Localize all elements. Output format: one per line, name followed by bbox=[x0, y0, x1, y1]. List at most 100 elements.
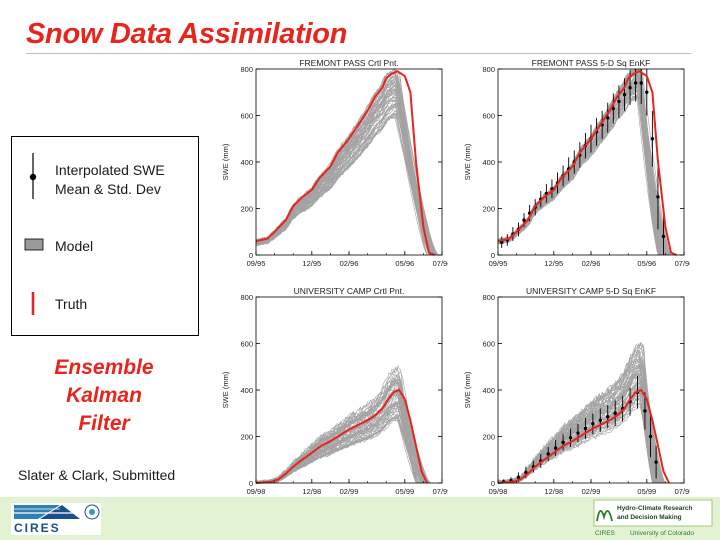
chart-title: UNIVERSITY CAMP Crtl Pnt. bbox=[294, 286, 405, 296]
ensemble-member bbox=[255, 374, 429, 484]
model-legend-swatch bbox=[24, 238, 44, 251]
chart-title: FREMONT PASS 5-D Sq EnKF bbox=[532, 58, 651, 68]
y-axis-label: SWE (mm) bbox=[221, 371, 230, 408]
y-tick-label: 200 bbox=[482, 433, 495, 442]
obs-mean-point bbox=[568, 435, 573, 440]
x-tick-label: 07/96 bbox=[433, 259, 448, 268]
y-tick-label: 600 bbox=[240, 112, 253, 121]
y-tick-label: 400 bbox=[240, 386, 253, 395]
ensemble-member bbox=[255, 110, 435, 256]
obs-mean-point bbox=[522, 218, 526, 222]
footer-bar: CIRES Hydro-Climate Research and Decisio… bbox=[0, 497, 720, 540]
method-label: Ensemble Kalman Filter bbox=[36, 354, 172, 438]
obs-mean-point bbox=[648, 434, 653, 439]
x-tick-label: 12/98 bbox=[544, 487, 563, 496]
legend-truth-label: Truth bbox=[55, 296, 88, 312]
x-tick-label: 02/96 bbox=[340, 259, 359, 268]
chart-fremont-enkf: FREMONT PASS 5-D Sq EnKF SWE (mm) 0 200 400 6… bbox=[463, 58, 690, 268]
obs-mean-point bbox=[617, 99, 621, 104]
chart-university-enkf: UNIVERSITY CAMP 5-D Sq EnKF SWE (mm) 0 200 4… bbox=[463, 286, 690, 496]
obs-mean-point bbox=[606, 116, 610, 120]
y-axis-label: SWE (mm) bbox=[463, 371, 472, 408]
truth-line bbox=[497, 388, 671, 484]
ensemble-member bbox=[255, 75, 430, 256]
ensemble-member bbox=[255, 87, 432, 256]
obs-mean-point bbox=[656, 195, 660, 199]
obs-mean-point bbox=[598, 418, 602, 422]
chart-university-control: UNIVERSITY CAMP Crtl Pnt. SWE (mm) 0 200 400… bbox=[221, 286, 448, 496]
x-tick-label: 02/99 bbox=[582, 487, 601, 496]
x-tick-label: 05/99 bbox=[395, 487, 414, 496]
obs-mean-point bbox=[553, 446, 558, 450]
x-tick-label: 12/95 bbox=[544, 259, 563, 268]
y-tick-label: 800 bbox=[240, 293, 253, 302]
x-tick-label: 05/96 bbox=[395, 259, 414, 268]
obs-mean-point bbox=[633, 81, 638, 85]
y-tick-label: 400 bbox=[482, 386, 495, 395]
ensemble-member bbox=[255, 110, 437, 256]
x-tick-label: 07/96 bbox=[675, 259, 690, 268]
ensemble-members bbox=[497, 341, 666, 484]
x-tick-label: 12/95 bbox=[302, 259, 321, 268]
ensemble-member bbox=[497, 349, 663, 484]
obs-mean-point bbox=[643, 409, 647, 413]
cires-logo-text: CIRES bbox=[14, 521, 61, 535]
ensemble-member bbox=[497, 93, 660, 256]
y-tick-label: 0 bbox=[249, 479, 253, 488]
x-tick-label: 02/99 bbox=[340, 487, 359, 496]
y-tick-label: 200 bbox=[482, 205, 495, 214]
legend-obs-label-2: Mean & Std. Dev bbox=[55, 181, 161, 197]
obs-mean-point bbox=[650, 137, 655, 141]
y-tick-label: 0 bbox=[491, 251, 495, 260]
ensemble-member bbox=[255, 114, 428, 256]
hydro-climate-logo: Hydro-Climate Research and Decision Maki… bbox=[593, 499, 713, 537]
ensemble-member bbox=[497, 86, 662, 256]
hydro-logo-line-1: Hydro-Climate Research bbox=[617, 505, 693, 512]
ensemble-member bbox=[255, 116, 433, 256]
title-divider bbox=[26, 53, 691, 54]
legend-obs-label-1: Interpolated SWE bbox=[55, 162, 165, 178]
cires-logo: CIRES bbox=[11, 503, 101, 535]
x-tick-label: 02/96 bbox=[582, 259, 601, 268]
x-tick-label: 09/95 bbox=[247, 259, 266, 268]
ensemble-member bbox=[256, 378, 421, 484]
ensemble-member bbox=[256, 408, 420, 484]
y-tick-label: 800 bbox=[482, 293, 495, 302]
obs-legend-icon bbox=[24, 153, 44, 315]
obs-mean-point bbox=[561, 440, 565, 445]
obs-mean-point bbox=[622, 92, 627, 97]
ensemble-member bbox=[255, 99, 435, 256]
ensemble-member bbox=[497, 69, 670, 256]
x-tick-label: 07/99 bbox=[675, 487, 690, 496]
obs-mean-point bbox=[613, 411, 617, 415]
obs-mean-point bbox=[606, 415, 610, 419]
footer-university-caption: University of Colorado bbox=[630, 530, 694, 537]
y-tick-label: 800 bbox=[240, 65, 253, 74]
obs-mean-point bbox=[611, 106, 616, 111]
hydro-logo-line-2: and Decision Making bbox=[617, 514, 682, 521]
ensemble-members bbox=[255, 364, 431, 484]
y-tick-label: 0 bbox=[491, 479, 495, 488]
legend-box: Interpolated SWE Mean & Std. Dev Model T… bbox=[11, 136, 199, 336]
obs-mean-point bbox=[661, 234, 666, 239]
obs-mean-point bbox=[583, 426, 588, 431]
chart-fremont-control: FREMONT PASS Crtl Pnt. SWE (mm) 0 200 400 600… bbox=[221, 58, 448, 268]
y-tick-label: 600 bbox=[482, 340, 495, 349]
obs-mean-point bbox=[546, 452, 550, 456]
ensemble-member bbox=[497, 364, 660, 484]
obs-mean-point bbox=[576, 431, 580, 435]
method-line-3: Filter bbox=[78, 412, 130, 435]
legend-model-label: Model bbox=[55, 238, 94, 254]
credit-text: Slater & Clark, Submitted bbox=[18, 467, 176, 483]
ensemble-member bbox=[255, 104, 436, 256]
y-tick-label: 400 bbox=[482, 158, 495, 167]
y-tick-label: 600 bbox=[240, 340, 253, 349]
y-tick-label: 600 bbox=[482, 112, 495, 121]
y-axis-label: SWE (mm) bbox=[463, 143, 472, 180]
x-tick-label: 05/99 bbox=[637, 487, 656, 496]
x-tick-label: 12/98 bbox=[302, 487, 321, 496]
ensemble-member bbox=[255, 103, 437, 256]
x-tick-label: 07/99 bbox=[433, 487, 448, 496]
y-tick-label: 200 bbox=[240, 205, 253, 214]
x-tick-label: 09/98 bbox=[247, 487, 266, 496]
